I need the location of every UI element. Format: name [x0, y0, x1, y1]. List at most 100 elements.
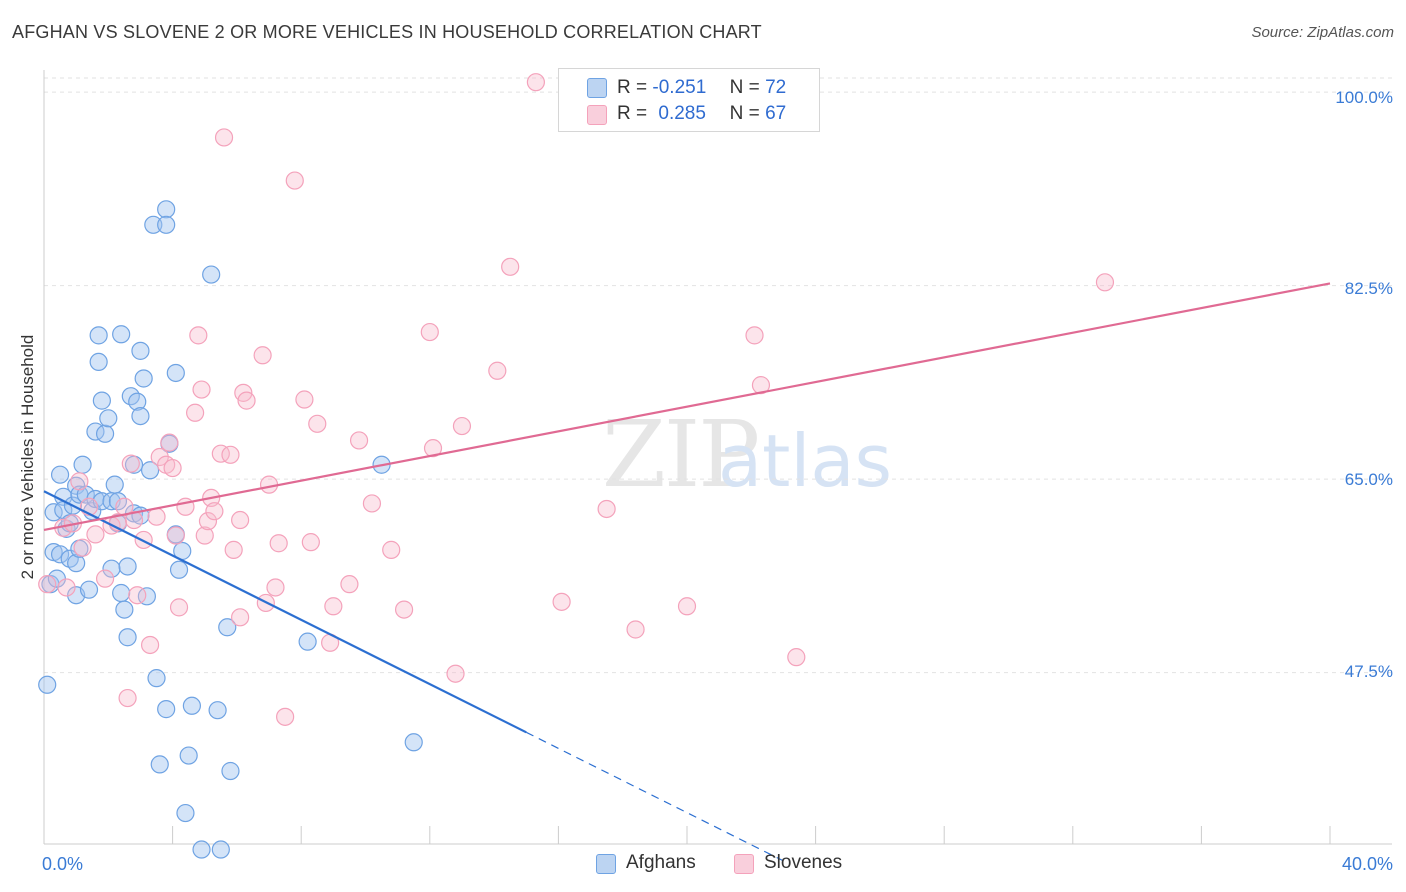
x-tick-label-max: 40.0%	[1342, 854, 1393, 874]
slovenes-point-61	[452, 416, 472, 436]
source-label: Source: ZipAtlas.com	[1251, 24, 1394, 41]
afghans-point-54	[157, 215, 176, 234]
slovenes-point-56	[382, 540, 401, 559]
afghans-legend-swatch	[596, 854, 616, 874]
chart-title: AFGHAN VS SLOVENE 2 OR MORE VEHICLES IN …	[12, 22, 762, 42]
y-tick-label-65: 65.0%	[1345, 470, 1393, 489]
legend-row-slovenes: R = 0.285 N = 67	[617, 103, 786, 125]
slovenes-n-value: 67	[765, 103, 787, 124]
slovenes-point-7	[86, 525, 105, 544]
slovenes-point-59	[423, 439, 443, 458]
afghans-point-0	[38, 675, 57, 694]
slovenes-point-36	[224, 540, 243, 559]
afghans-point-62	[179, 746, 198, 765]
afghans-point-52	[150, 755, 169, 774]
slovenes-point-44	[266, 578, 285, 597]
slovenes-point-46	[276, 707, 295, 726]
afghans-point-44	[131, 406, 150, 426]
afghans-n-label: N =	[729, 77, 760, 98]
slovenes-n-label: N =	[729, 103, 760, 124]
slovenes-point-24	[169, 598, 189, 617]
slovenes-point-0	[38, 575, 57, 594]
afghans-point-66	[208, 701, 227, 720]
afghans-legend-label: Afghans	[626, 852, 696, 873]
afghans-point-69	[221, 761, 240, 781]
slovenes-point-45	[269, 534, 288, 553]
afghans-points	[38, 200, 423, 859]
afghans-point-59	[169, 560, 189, 579]
afghans-r-label: R =	[617, 77, 648, 98]
afghans-point-24	[89, 352, 108, 372]
slovenes-point-34	[214, 128, 234, 147]
slovenes-point-50	[308, 414, 327, 433]
afghans-point-47	[134, 369, 153, 388]
slovenes-point-69	[745, 326, 764, 345]
slovenes-point-15	[128, 586, 147, 605]
slovenes-point-66	[597, 499, 616, 519]
slovenes-point-23	[166, 526, 185, 545]
slovenes-point-17	[140, 635, 160, 655]
slovenes-point-47	[285, 171, 304, 190]
slovenes-r-label: R =	[617, 103, 648, 124]
afghans-point-38	[118, 557, 137, 576]
slovenes-point-68	[677, 597, 697, 616]
afghans-n-value: 72	[765, 77, 787, 98]
afghans-point-18	[73, 455, 92, 474]
slovenes-point-29	[195, 526, 214, 545]
slovenes-point-35	[221, 445, 240, 464]
slovenes-point-21	[160, 433, 179, 452]
slovenes-point-63	[501, 257, 520, 276]
slovenes-point-38	[231, 510, 250, 530]
afghans-point-25	[89, 326, 108, 345]
afghans-point-48	[137, 587, 156, 606]
slovenes-point-13	[121, 454, 140, 473]
afghans-point-51	[147, 669, 166, 688]
afghans-point-14	[67, 554, 86, 573]
slovenes-r-value: 0.285	[658, 103, 706, 124]
slovenes-point-48	[295, 390, 314, 409]
y-tick-label-47-5: 47.5%	[1345, 662, 1393, 681]
afghans-point-72	[404, 733, 423, 752]
afghans-trend-extension	[525, 731, 784, 862]
slovenes-point-57	[394, 600, 414, 619]
afghans-point-20	[79, 580, 99, 599]
afghans-point-70	[298, 632, 317, 651]
afghans-point-35	[112, 325, 131, 344]
afghans-point-32	[105, 475, 124, 494]
slovenes-point-18	[147, 507, 166, 526]
slovenes-point-53	[340, 575, 359, 594]
afghans-point-67	[211, 840, 230, 859]
slovenes-point-40	[237, 391, 256, 410]
y-tick-label-82-5: 82.5%	[1345, 279, 1393, 298]
afghans-point-61	[176, 803, 195, 823]
slovenes-point-8	[95, 569, 115, 588]
afghans-trend-line	[43, 490, 527, 734]
afghans-point-57	[166, 363, 185, 383]
afghans-point-26	[92, 391, 111, 410]
afghans-point-43	[128, 392, 147, 411]
afghans-point-36	[112, 583, 131, 603]
slovenes-point-27	[189, 326, 208, 345]
slovenes-legend-swatch	[734, 854, 754, 874]
afghans-point-29	[99, 409, 118, 428]
afghans-point-64	[192, 840, 211, 859]
afghans-swatch	[587, 78, 607, 98]
slovenes-point-65	[552, 592, 571, 611]
slovenes-point-12	[118, 688, 137, 708]
slovenes-point-52	[324, 597, 343, 616]
afghans-point-49	[140, 461, 160, 480]
slovenes-point-30	[198, 512, 218, 531]
afghans-point-63	[182, 696, 201, 715]
afghans-r-value: -0.251	[652, 77, 707, 98]
slovenes-point-67	[626, 620, 645, 639]
slovenes-point-71	[787, 648, 806, 667]
slovenes-point-62	[488, 361, 507, 380]
afghans-point-31	[102, 559, 121, 578]
slovenes-point-60	[446, 664, 465, 683]
slovenes-legend-label: Slovenes	[764, 852, 843, 873]
afghans-point-45	[131, 341, 150, 360]
afghans-point-6	[50, 465, 70, 484]
y-axis-title: 2 or more Vehicles in Household	[18, 335, 37, 580]
afghans-point-55	[157, 700, 176, 719]
